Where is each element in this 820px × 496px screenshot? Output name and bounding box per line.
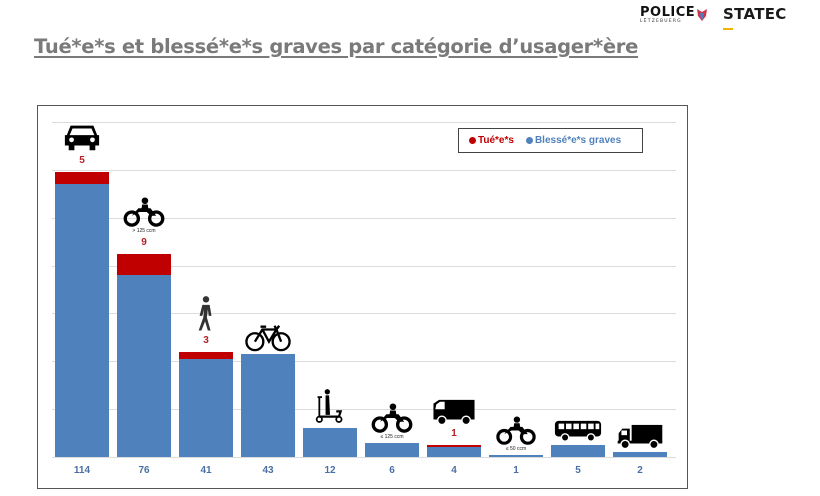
van-icon <box>427 392 481 426</box>
injured-value-label: 4 <box>451 465 457 476</box>
gridline <box>52 217 676 219</box>
motorcycle-icon <box>117 193 171 227</box>
legend-dot-injured-icon <box>525 137 533 144</box>
injured-value-label: 2 <box>637 465 643 476</box>
gridline <box>52 313 676 315</box>
gridline <box>52 169 676 171</box>
car-icon <box>55 119 109 153</box>
legend-label-killed: Tué*e*s <box>478 135 514 146</box>
bar-stack <box>551 122 605 457</box>
legend-dot-killed-icon <box>469 137 476 144</box>
injured-value-label: 41 <box>200 465 212 476</box>
chart-frame: 5 114 9 > 125 ccm 76 3 41 43 12 ≤ 125 ccm 6 1 4 ≤ 50 … <box>37 105 688 489</box>
bar-injured <box>179 358 233 457</box>
icon-engine-size-label: > 125 ccm <box>132 227 156 234</box>
bar-killed <box>427 444 481 448</box>
legend-item-injured: Blessé*e*s graves <box>525 135 622 146</box>
legend-label-injured: Blessé*e*s graves <box>534 135 622 146</box>
gridline <box>52 409 676 411</box>
bar-injured <box>117 275 171 457</box>
gridline <box>52 457 676 458</box>
bar-stack <box>241 122 295 457</box>
police-logo-subtext: LËTZEBUERG <box>640 19 682 24</box>
e-scooter-icon <box>303 389 357 426</box>
bar-injured <box>303 428 357 457</box>
icon-engine-size-label: ≤ 125 ccm <box>380 433 404 440</box>
legend-item-killed: Tué*e*s <box>469 135 514 146</box>
bar-stack <box>613 122 667 457</box>
statec-logo: STATEC <box>723 5 787 23</box>
bar-injured <box>365 442 419 457</box>
injured-value-label: 5 <box>575 465 581 476</box>
truck-icon <box>613 416 667 450</box>
moped-icon <box>489 411 543 445</box>
killed-value-label: 1 <box>451 428 457 440</box>
bus-icon <box>551 409 605 443</box>
bicycle-icon <box>241 318 295 352</box>
chart-plot-area: 5 114 9 > 125 ccm 76 3 41 43 12 ≤ 125 ccm 6 1 4 ≤ 50 … <box>52 119 676 476</box>
gridline <box>52 265 676 267</box>
bar-injured <box>489 454 543 457</box>
bar-injured <box>427 447 481 457</box>
bar-stack <box>427 122 481 457</box>
police-logo-text: POLICE <box>640 5 696 20</box>
gridline <box>52 361 676 363</box>
killed-value-label: 5 <box>79 155 85 167</box>
injured-value-label: 1 <box>513 465 519 476</box>
pedestrian-icon <box>179 295 233 333</box>
bar-injured <box>241 354 295 457</box>
injured-value-label: 43 <box>262 465 274 476</box>
bar-stack <box>55 122 109 457</box>
bar-injured <box>613 452 667 457</box>
injured-value-label: 76 <box>138 465 150 476</box>
bar-injured <box>55 184 109 457</box>
injured-value-label: 6 <box>389 465 395 476</box>
bar-killed <box>117 253 171 276</box>
killed-value-label: 3 <box>203 334 209 346</box>
bar-stack <box>179 122 233 457</box>
icon-engine-size-label: ≤ 50 ccm <box>505 445 527 452</box>
statec-accent-bar <box>723 28 733 30</box>
bar-killed <box>179 351 233 359</box>
police-logo: POLICE LËTZEBUERG <box>640 6 712 26</box>
killed-value-label: 9 <box>141 236 147 248</box>
bar-stack <box>303 122 357 457</box>
injured-value-label: 114 <box>73 465 91 476</box>
bar-stack <box>365 122 419 457</box>
gridline <box>52 122 676 123</box>
motorcycle-icon <box>365 399 419 433</box>
bar-killed <box>55 172 109 185</box>
chart-legend: Tué*e*s Blessé*e*s graves <box>458 128 643 153</box>
bar-stack <box>489 122 543 457</box>
police-crest-icon <box>697 9 707 21</box>
injured-value-label: 12 <box>324 465 336 476</box>
page-title: Tué*e*s et blessé*e*s graves par catégor… <box>34 35 639 58</box>
bar-injured <box>551 445 605 457</box>
bar-stack <box>117 122 171 457</box>
